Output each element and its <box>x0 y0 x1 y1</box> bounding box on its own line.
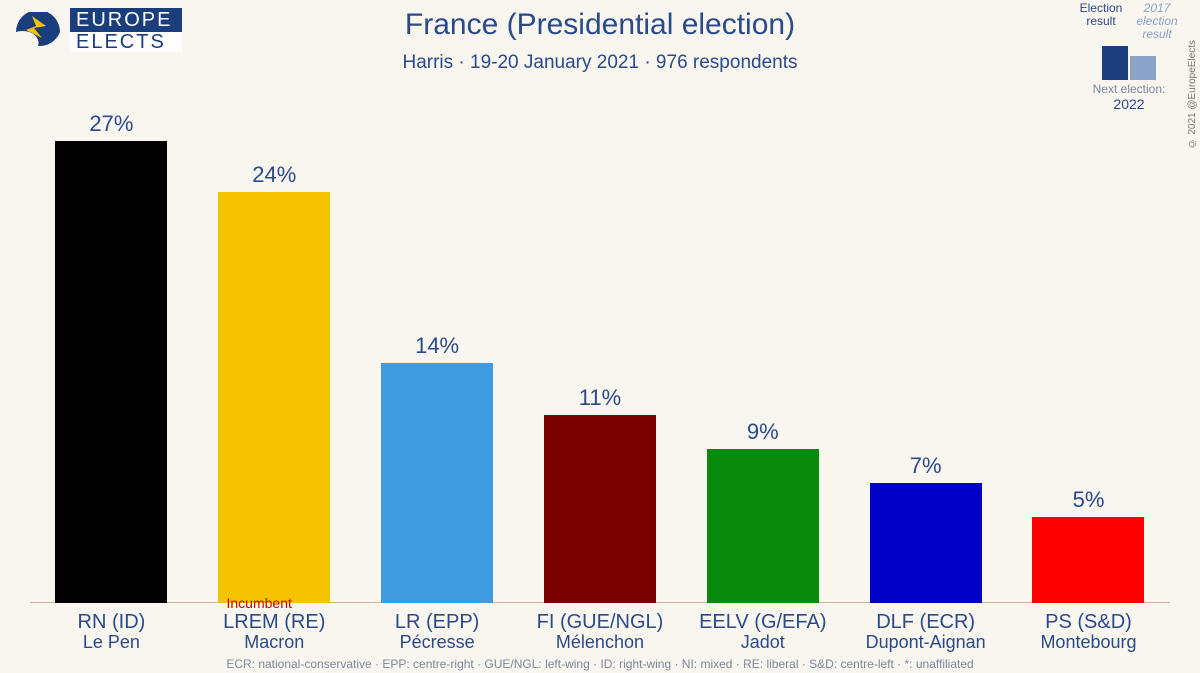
bar-group: 27% <box>34 111 189 603</box>
candidate-name: Macron <box>197 633 352 653</box>
bar <box>544 415 656 603</box>
bar-group: 5% <box>1011 487 1166 603</box>
candidate-name: Dupont-Aignan <box>848 633 1003 653</box>
x-axis-label: DLF (ECR)Dupont-Aignan <box>848 611 1003 653</box>
party-name: DLF (ECR) <box>848 611 1003 633</box>
party-name: FI (GUE/NGL) <box>522 611 677 633</box>
party-name: PS (S&D) <box>1011 611 1166 633</box>
chart-subtitle: Harris · 19-20 January 2021 · 976 respon… <box>0 52 1200 74</box>
party-name: LR (EPP) <box>360 611 515 633</box>
party-name: RN (ID) <box>34 611 189 633</box>
bar-group: 24% <box>197 162 352 603</box>
x-axis-label: FI (GUE/NGL)Mélenchon <box>522 611 677 653</box>
copyright: © 2021 @EuropeElects <box>1187 40 1198 148</box>
bar-value-label: 5% <box>1073 487 1105 513</box>
candidate-name: Montebourg <box>1011 633 1166 653</box>
candidate-name: Jadot <box>685 633 840 653</box>
x-axis-label: RN (ID)Le Pen <box>34 611 189 653</box>
bar-value-label: 7% <box>910 453 942 479</box>
bar-group: 7% <box>848 453 1003 603</box>
bar-value-label: 11% <box>579 385 621 411</box>
bar <box>218 192 330 603</box>
x-axis-label: EELV (G/EFA)Jadot <box>685 611 840 653</box>
candidate-name: Pécresse <box>360 633 515 653</box>
bar <box>55 141 167 603</box>
legend-prev-label: 2017 election result <box>1132 2 1182 42</box>
bar <box>707 449 819 603</box>
bar-value-label: 27% <box>89 111 133 137</box>
party-name: EELV (G/EFA) <box>685 611 840 633</box>
bar-group: 11% <box>522 385 677 603</box>
bar <box>1032 517 1144 603</box>
legend-bar-prev <box>1130 56 1156 80</box>
legend-current-label: Election result <box>1076 2 1126 42</box>
bar <box>870 483 982 603</box>
footnote: ECR: national-conservative · EPP: centre… <box>0 657 1200 671</box>
legend: Election result 2017 election result Nex… <box>1076 2 1182 112</box>
legend-next-label: Next election: <box>1076 82 1182 96</box>
incumbent-label: Incumbent <box>227 595 292 611</box>
candidate-name: Le Pen <box>34 633 189 653</box>
chart-title: France (Presidential election) <box>0 8 1200 42</box>
bar-value-label: 24% <box>252 162 296 188</box>
x-axis-label: LR (EPP)Pécresse <box>360 611 515 653</box>
bar-value-label: 9% <box>747 419 779 445</box>
bar-value-label: 14% <box>415 333 459 359</box>
bar <box>381 363 493 603</box>
party-name: LREM (RE) <box>197 611 352 633</box>
x-axis-label: LREM (RE)Macron <box>197 611 352 653</box>
candidate-name: Mélenchon <box>522 633 677 653</box>
x-axis-label: PS (S&D)Montebourg <box>1011 611 1166 653</box>
bar-group: 9% <box>685 419 840 603</box>
bar-chart: 27% 24% 14% 11% 9% 7% 5% <box>30 105 1170 603</box>
x-axis-labels: RN (ID)Le PenLREM (RE)MacronLR (EPP)Pécr… <box>30 611 1170 653</box>
bar-group: 14% <box>360 333 515 603</box>
legend-bar-current <box>1102 46 1128 80</box>
